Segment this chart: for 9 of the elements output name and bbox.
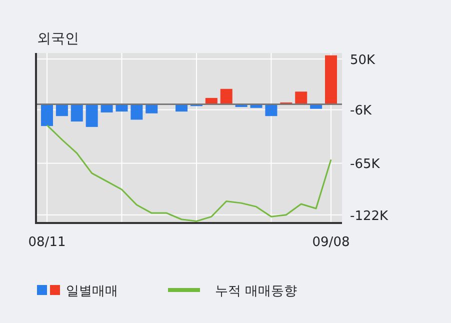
y-tick-label: 50K [350,52,376,68]
legend-label: 누적 매매동향 [215,284,298,299]
y-tick-label: -65K [350,157,380,172]
legend-label: 일별매매 [66,284,118,299]
chart-title: 외국인 [37,31,79,47]
x-tick-label: 08/11 [28,235,66,250]
x-tick-label: 09/08 [312,235,350,250]
y-tick-label: -6K [350,104,372,119]
y-tick-label: -122K [350,208,389,224]
